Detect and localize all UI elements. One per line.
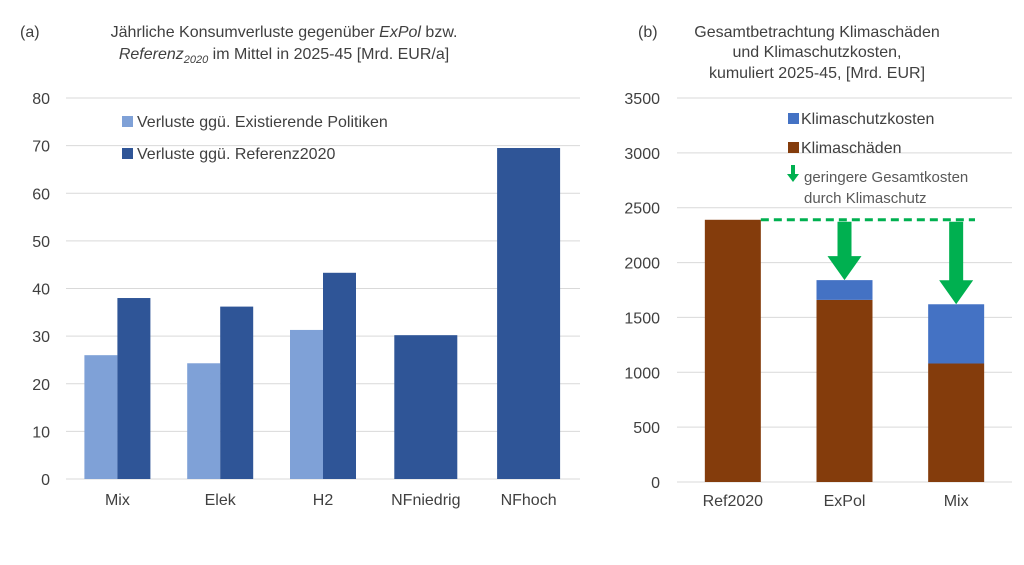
x-tick-label: Mix <box>105 492 130 509</box>
panel-b-label: (b) <box>638 24 658 41</box>
y-tick-label: 40 <box>32 282 50 299</box>
bar <box>187 363 221 479</box>
y-tick-label: 60 <box>32 186 50 203</box>
bar <box>220 306 254 479</box>
bar-segment <box>928 304 985 364</box>
reduction-arrow <box>939 221 974 305</box>
annotation-line: geringere Gesamtkosten <box>804 169 968 186</box>
x-tick-label: H2 <box>313 492 334 509</box>
annotation-line: durch Klimaschutz <box>804 190 927 207</box>
y-tick-label: 0 <box>41 472 50 489</box>
legend-swatch <box>788 113 799 124</box>
chart-panel-b: 0 500 1000 1500 2000 2500 3000 3500 Ref2020 ExPol… <box>624 91 1012 510</box>
bar-segment <box>928 363 985 482</box>
y-tick-label: 3000 <box>624 146 660 163</box>
panel-a-title-line1: Jährliche Konsumverluste gegenüber ExPol… <box>111 24 458 41</box>
y-tick-label: 1000 <box>624 365 660 382</box>
y-tick-label: 2000 <box>624 256 660 273</box>
y-tick-label: 2500 <box>624 201 660 218</box>
bar-segment <box>816 280 873 300</box>
chart-panel-a: 0 10 20 30 40 50 60 70 80 Mix Elek H2 NFniedrig NFhoc… <box>32 91 580 509</box>
legend-swatch <box>788 142 799 153</box>
bar <box>117 298 151 479</box>
y-tick-label: 50 <box>32 234 50 251</box>
legend-swatch <box>122 116 133 127</box>
y-tick-label: 1500 <box>624 310 660 327</box>
y-tick-label: 500 <box>633 420 660 437</box>
x-tick-label: Elek <box>205 492 237 509</box>
y-tick-label: 80 <box>32 91 50 108</box>
x-tick-label: NFhoch <box>501 492 557 509</box>
panel-b-title-line1: Gesamtbetrachtung Klimaschäden <box>694 24 939 41</box>
panel-b-title-line3: kumuliert 2025-45, [Mrd. EUR] <box>709 65 925 82</box>
bar <box>290 329 323 479</box>
bar <box>84 355 118 479</box>
x-tick-label: ExPol <box>824 493 866 510</box>
x-tick-label: NFniedrig <box>391 492 460 509</box>
x-tick-label: Ref2020 <box>703 493 764 510</box>
legend-label: Klimaschutzkosten <box>801 111 934 128</box>
y-tick-label: 10 <box>32 424 50 441</box>
legend-label: Klimaschäden <box>801 140 902 157</box>
bar <box>497 148 561 479</box>
y-tick-label: 3500 <box>624 91 660 108</box>
x-tick-label: Mix <box>944 493 969 510</box>
panel-a-title-line2: Referenz2020 im Mittel in 2025-45 [Mrd. … <box>119 46 449 66</box>
bar <box>323 272 356 479</box>
annotation-arrow-icon <box>787 165 799 182</box>
bar-segment <box>816 299 873 482</box>
legend-label: Verluste ggü. Existierende Politiken <box>137 114 388 131</box>
panel-b-title-line2: und Klimaschutzkosten, <box>733 44 902 61</box>
y-tick-label: 20 <box>32 377 50 394</box>
y-tick-label: 70 <box>32 139 50 156</box>
y-tick-label: 0 <box>651 475 660 492</box>
bar-segment <box>704 219 761 483</box>
y-tick-label: 30 <box>32 329 50 346</box>
legend-swatch <box>122 148 133 159</box>
panel-a-label: (a) <box>20 24 40 41</box>
legend-label: Verluste ggü. Referenz2020 <box>137 146 335 163</box>
reduction-arrow <box>827 221 862 281</box>
bar <box>394 335 458 479</box>
